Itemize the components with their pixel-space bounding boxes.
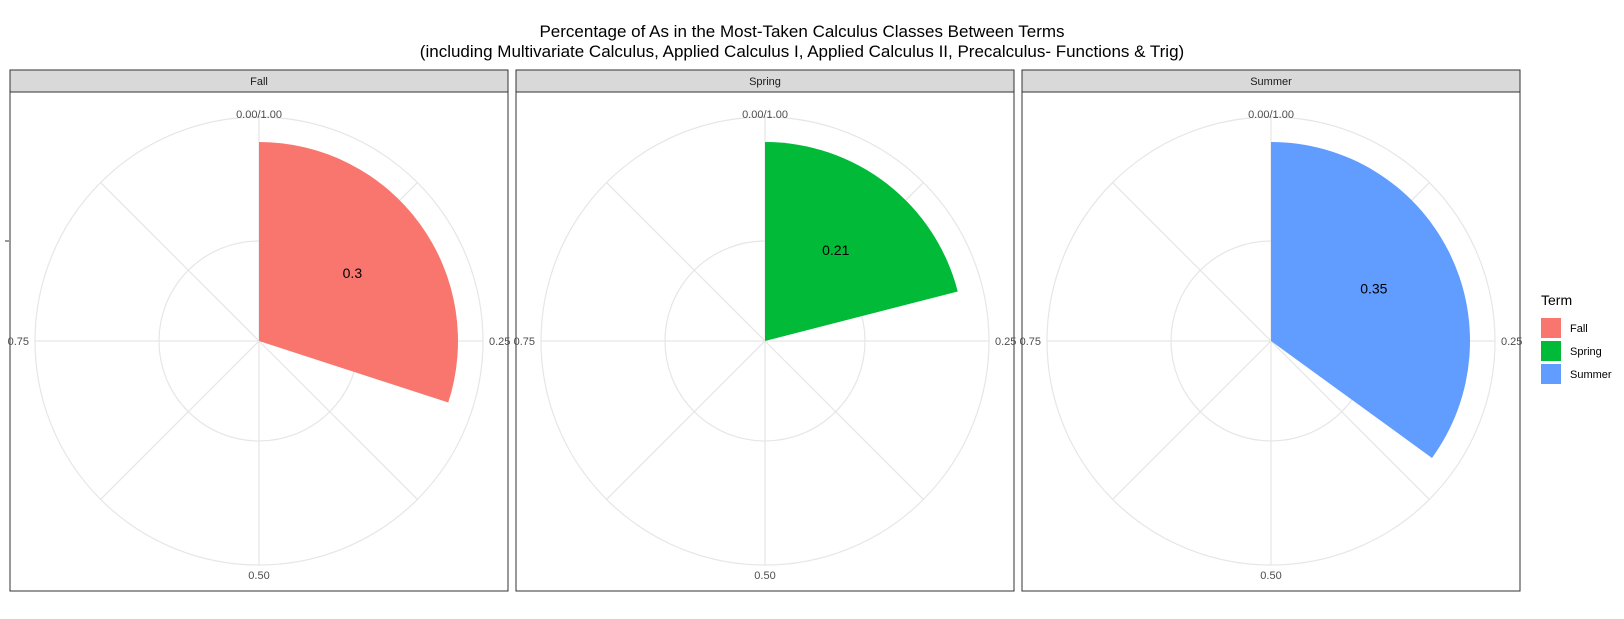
grid-spoke [606,340,766,500]
theta-tick-label: 0.00/1.00 [742,109,788,121]
theta-tick-label: 0.75 [1020,336,1041,348]
grid-spoke [606,182,766,342]
data-label: 0.35 [1360,281,1387,297]
pie-slice-fall [259,142,458,403]
legend: Term Fall Spring Summer [1541,292,1612,384]
legend-label: Fall [1570,323,1588,335]
panel-border [515,91,1015,592]
legend-swatch [1541,341,1561,361]
theta-tick-label: 0.00/1.00 [1248,109,1294,121]
data-label: 0.3 [343,265,363,281]
theta-tick-label: 0.50 [754,570,775,582]
chart-title: Percentage of As in the Most-Taken Calcu… [539,22,1064,41]
panel-border [1021,91,1521,592]
theta-tick-label: 0.75 [514,336,535,348]
data-label: 0.21 [822,242,849,258]
panel-border [9,91,509,592]
pie-slice-spring [765,142,958,341]
grid-spoke [1270,340,1430,500]
theta-tick-label: 0.00/1.00 [236,109,282,121]
grid-spoke [258,340,418,500]
legend-swatch [1541,318,1561,338]
facet-strip-label: Fall [250,76,268,88]
chart-subtitle: (including Multivariate Calculus, Applie… [420,42,1184,61]
theta-tick-label: 0.25 [995,336,1016,348]
grid-spoke [764,340,924,500]
theta-tick-label: 0.50 [1260,570,1281,582]
grid-spoke [1112,182,1272,342]
grid-spoke [1112,340,1272,500]
legend-label: Summer [1570,369,1612,381]
grid-spoke [100,182,260,342]
facet-fall: Fall 0.3 0.00/1.00 0.25 0.50 0.75 [8,69,510,592]
facet-summer: Summer 0.35 0.00/1.00 0.25 0.50 0.75 [1020,69,1522,592]
theta-tick-label: 0.50 [248,570,269,582]
legend-label: Spring [1570,346,1602,358]
legend-title: Term [1541,292,1572,308]
grid-spoke [100,340,260,500]
legend-swatch [1541,364,1561,384]
theta-tick-label: 0.25 [1501,336,1522,348]
theta-tick-label: 0.25 [489,336,510,348]
facet-strip-label: Summer [1250,76,1292,88]
facet-strip-label: Spring [749,76,781,88]
pie-slice-summer [1271,142,1470,458]
theta-tick-label: 0.75 [8,336,29,348]
facet-spring: Spring 0.21 0.00/1.00 0.25 0.50 0.75 [514,69,1016,592]
facet-panels: Fall 0.3 0.00/1.00 0.25 0.50 0.75 Spring 0.21 0.… [8,69,1522,592]
